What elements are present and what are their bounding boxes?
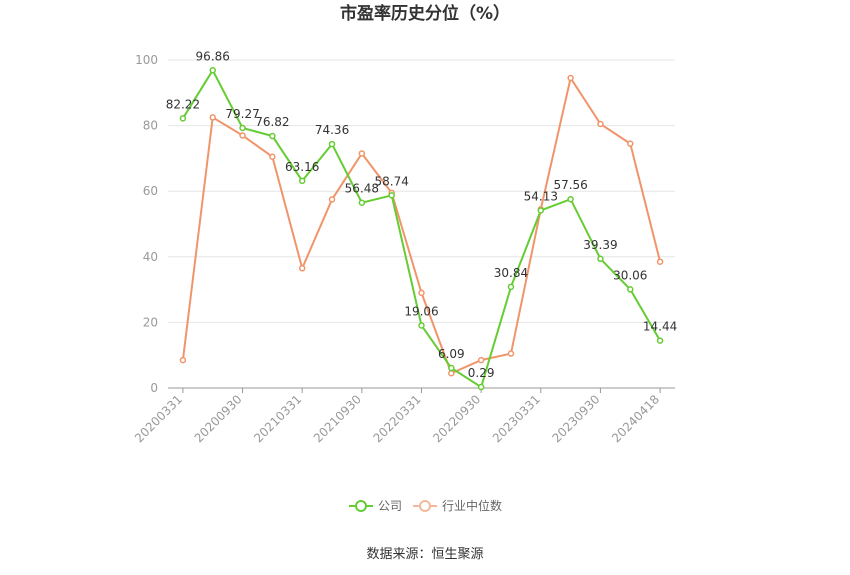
data-point-company[interactable] bbox=[209, 67, 216, 74]
x-tick-label: 20210331 bbox=[251, 392, 304, 445]
y-tick-label: 60 bbox=[143, 184, 158, 198]
legend-marker-company bbox=[355, 500, 367, 512]
series-layer bbox=[179, 67, 664, 391]
data-label: 74.36 bbox=[315, 123, 349, 137]
data-label: 30.06 bbox=[613, 268, 647, 282]
data-label: 76.82 bbox=[255, 115, 289, 129]
data-label: 19.06 bbox=[404, 304, 438, 318]
x-tick-label: 20200331 bbox=[132, 392, 185, 445]
data-point-company[interactable] bbox=[298, 177, 306, 185]
data-point-company[interactable] bbox=[269, 132, 276, 140]
x-tick-label: 20210930 bbox=[311, 392, 364, 445]
data-point-industry-median[interactable] bbox=[507, 350, 515, 357]
data-point-industry-median[interactable] bbox=[209, 114, 216, 121]
data-point-company[interactable] bbox=[477, 383, 485, 391]
data-point-company[interactable] bbox=[418, 322, 425, 329]
data-label: 79.27 bbox=[225, 107, 259, 121]
legend[interactable]: 公司 行业中位数 bbox=[349, 498, 502, 513]
data-point-industry-median[interactable] bbox=[477, 356, 485, 364]
data-label: 39.39 bbox=[583, 238, 617, 252]
y-tick-label: 40 bbox=[143, 250, 158, 264]
data-label: 57.56 bbox=[553, 178, 587, 192]
legend-item-industry-median[interactable]: 行业中位数 bbox=[413, 498, 502, 513]
data-point-industry-median[interactable] bbox=[656, 258, 664, 265]
data-point-company[interactable] bbox=[597, 255, 604, 263]
legend-marker-industry-median bbox=[419, 500, 431, 512]
data-label: 58.74 bbox=[374, 174, 408, 188]
x-tick-label: 20240418 bbox=[609, 392, 662, 445]
data-point-industry-median[interactable] bbox=[597, 120, 604, 128]
legend-item-company[interactable]: 公司 bbox=[349, 499, 402, 513]
data-point-company[interactable] bbox=[567, 195, 574, 203]
data-label: 63.16 bbox=[285, 160, 319, 174]
data-label: 56.48 bbox=[345, 182, 379, 196]
data-point-industry-median[interactable] bbox=[418, 289, 425, 297]
y-tick-label: 20 bbox=[143, 315, 158, 329]
y-tick-label: 0 bbox=[150, 381, 158, 395]
data-point-company[interactable] bbox=[656, 337, 664, 344]
data-point-industry-median[interactable] bbox=[239, 132, 246, 139]
data-point-company[interactable] bbox=[328, 140, 336, 148]
x-tick-label: 20230331 bbox=[490, 392, 543, 445]
data-point-company[interactable] bbox=[358, 199, 366, 206]
data-point-industry-median[interactable] bbox=[298, 265, 306, 272]
legend-label-company: 公司 bbox=[378, 499, 402, 513]
data-point-industry-median[interactable] bbox=[269, 153, 276, 161]
data-point-industry-median[interactable] bbox=[179, 356, 187, 364]
data-point-industry-median[interactable] bbox=[567, 74, 574, 82]
data-point-company[interactable] bbox=[239, 124, 246, 132]
data-source: 数据来源：恒生聚源 bbox=[366, 547, 483, 562]
data-label: 30.84 bbox=[494, 266, 528, 280]
x-tick-label: 20220331 bbox=[371, 392, 424, 445]
data-point-company[interactable] bbox=[388, 192, 395, 199]
data-point-industry-median[interactable] bbox=[627, 140, 634, 147]
chart-title: 市盈率历史分位（%） bbox=[340, 3, 510, 24]
x-tick-label: 20230930 bbox=[549, 392, 602, 445]
data-label: 54.13 bbox=[524, 189, 558, 203]
data-point-company[interactable] bbox=[448, 364, 455, 372]
x-tick-label: 20200930 bbox=[192, 392, 245, 445]
data-point-company[interactable] bbox=[507, 283, 515, 291]
data-point-company[interactable] bbox=[537, 207, 545, 214]
data-label: 96.86 bbox=[196, 49, 230, 63]
x-tick-label: 20220930 bbox=[430, 392, 483, 445]
y-tick-label: 80 bbox=[143, 119, 158, 133]
legend-label-industry-median: 行业中位数 bbox=[442, 498, 502, 513]
data-point-industry-median[interactable] bbox=[358, 150, 366, 157]
data-label: 82.22 bbox=[166, 97, 200, 111]
data-point-industry-median[interactable] bbox=[448, 369, 455, 377]
data-point-company[interactable] bbox=[179, 115, 187, 122]
grid bbox=[168, 59, 675, 323]
data-point-industry-median[interactable] bbox=[328, 196, 336, 203]
data-label: 6.09 bbox=[438, 347, 465, 361]
data-label: 14.44 bbox=[643, 320, 677, 334]
data-label: 0.29 bbox=[468, 366, 495, 380]
y-tick-label: 100 bbox=[135, 53, 158, 67]
data-point-company[interactable] bbox=[627, 286, 634, 293]
